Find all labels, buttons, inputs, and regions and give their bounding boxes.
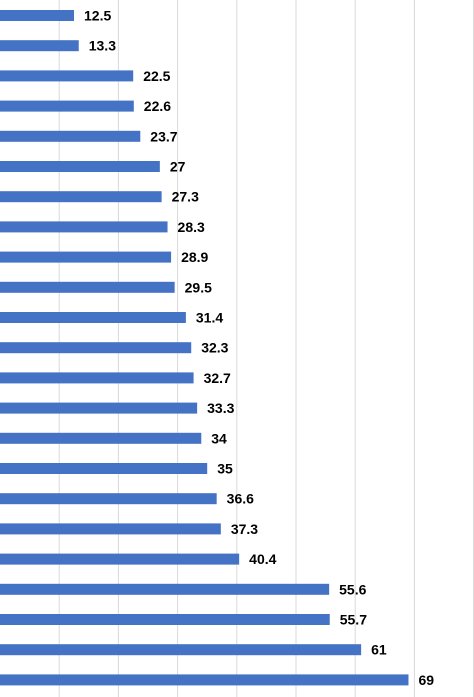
data-label: 13.3 <box>89 38 116 54</box>
bar <box>0 130 141 142</box>
data-label: 31.4 <box>196 310 223 326</box>
bar <box>0 312 186 323</box>
data-label: 34 <box>211 430 227 446</box>
bar <box>0 221 168 233</box>
data-labels: 12.5 13.3 22.5 22.6 23.7 27 27.3 28.3 28.9 29.5 31… <box>84 8 434 688</box>
data-label: 22.6 <box>144 98 171 114</box>
bar <box>0 402 198 414</box>
bars <box>0 10 409 686</box>
bar <box>0 191 162 203</box>
data-label: 37.3 <box>231 521 258 537</box>
data-label: 33.3 <box>207 400 234 416</box>
bar <box>0 100 134 112</box>
data-label: 12.5 <box>84 8 111 24</box>
bar <box>0 674 409 686</box>
bar <box>0 40 79 52</box>
bar <box>0 463 208 474</box>
data-label: 27 <box>170 159 186 175</box>
bar <box>0 432 202 444</box>
data-label: 32.3 <box>201 340 228 356</box>
data-label: 27.3 <box>172 189 199 205</box>
bar <box>0 493 217 505</box>
data-label: 55.7 <box>340 612 367 628</box>
bar <box>0 10 74 21</box>
bar <box>0 372 194 384</box>
bar <box>0 614 330 625</box>
data-label: 29.5 <box>185 279 212 295</box>
bar <box>0 70 134 82</box>
bar <box>0 523 221 535</box>
data-label: 28.9 <box>181 249 208 265</box>
bar <box>0 644 362 656</box>
data-label: 32.7 <box>204 370 231 386</box>
bar <box>0 553 240 565</box>
data-label: 61 <box>371 642 387 658</box>
data-label: 69 <box>418 672 434 688</box>
data-label: 35 <box>217 461 233 477</box>
data-label: 36.6 <box>227 491 254 507</box>
bar <box>0 583 330 595</box>
data-label: 23.7 <box>150 128 177 144</box>
bar <box>0 342 192 354</box>
data-label: 55.6 <box>339 581 366 597</box>
data-label: 28.3 <box>178 219 205 235</box>
data-label: 22.5 <box>143 68 170 84</box>
bar <box>0 251 172 263</box>
data-label: 40.4 <box>249 551 276 567</box>
bar <box>0 281 175 293</box>
bar <box>0 161 160 172</box>
